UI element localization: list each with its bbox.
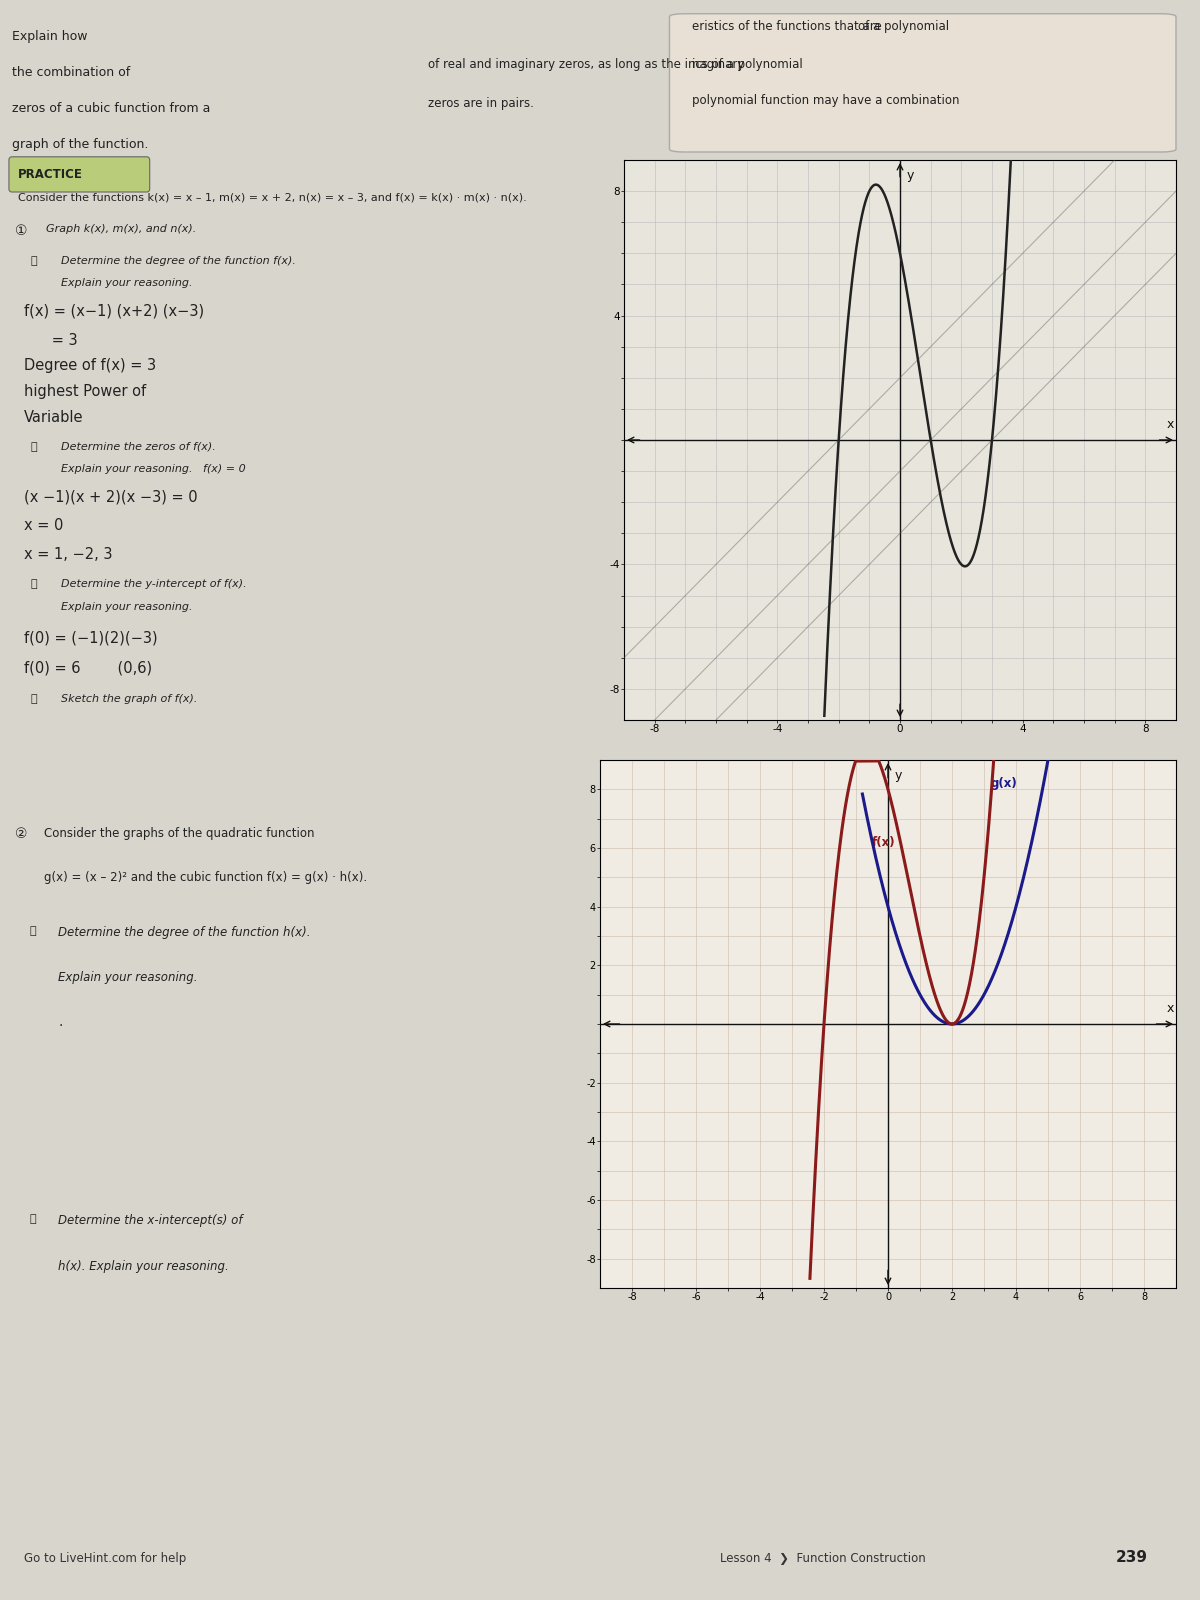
- Text: x: x: [1166, 1002, 1174, 1016]
- Text: of real and imaginary zeros, as long as the imaginary: of real and imaginary zeros, as long as …: [427, 59, 744, 72]
- Text: PRACTICE: PRACTICE: [18, 168, 83, 181]
- Text: zeros of a cubic function from a: zeros of a cubic function from a: [12, 101, 210, 115]
- Text: Explain your reasoning.: Explain your reasoning.: [61, 278, 192, 288]
- FancyBboxPatch shape: [670, 14, 1176, 152]
- Text: x = 0: x = 0: [24, 518, 64, 533]
- Text: ics of a polynomial: ics of a polynomial: [692, 59, 803, 72]
- Text: Lesson 4  ❯  Function Construction: Lesson 4 ❯ Function Construction: [720, 1552, 925, 1565]
- Text: eristics of the functions that are: eristics of the functions that are: [692, 19, 882, 32]
- Text: Explain how: Explain how: [12, 29, 88, 43]
- Text: Consider the graphs of the quadratic function: Consider the graphs of the quadratic fun…: [43, 827, 314, 840]
- Text: Variable: Variable: [24, 410, 84, 424]
- Text: = 3: = 3: [24, 333, 78, 347]
- Text: f(x) = (x−1) (x+2) (x−3): f(x) = (x−1) (x+2) (x−3): [24, 304, 204, 318]
- Text: x = 1, −2, 3: x = 1, −2, 3: [24, 547, 113, 562]
- Text: Go to LiveHint.com for help: Go to LiveHint.com for help: [24, 1552, 186, 1565]
- Text: f(0) = 6        (0,6): f(0) = 6 (0,6): [24, 661, 152, 675]
- Text: ⓑ: ⓑ: [29, 1213, 36, 1224]
- Text: Determine the y-intercept of f(x).: Determine the y-intercept of f(x).: [61, 579, 246, 589]
- Text: Determine the degree of the function h(x).: Determine the degree of the function h(x…: [58, 926, 311, 939]
- Text: highest Power of: highest Power of: [24, 384, 146, 398]
- Text: 239: 239: [1116, 1550, 1148, 1565]
- Text: f(x): f(x): [872, 835, 895, 848]
- Text: graph of the function.: graph of the function.: [12, 138, 149, 150]
- Text: y: y: [894, 770, 901, 782]
- FancyBboxPatch shape: [8, 157, 150, 192]
- Text: ②: ②: [14, 827, 28, 842]
- Text: ⓒ: ⓒ: [30, 442, 37, 451]
- Text: y: y: [906, 170, 913, 182]
- Text: the combination of: the combination of: [12, 66, 131, 78]
- Text: Degree of f(x) = 3: Degree of f(x) = 3: [24, 358, 156, 373]
- Text: Determine the degree of the function f(x).: Determine the degree of the function f(x…: [61, 256, 296, 266]
- Text: f(0) = (−1)(2)(−3): f(0) = (−1)(2)(−3): [24, 630, 158, 645]
- Text: of a polynomial: of a polynomial: [858, 19, 949, 32]
- Text: Explain your reasoning.: Explain your reasoning.: [58, 971, 198, 984]
- Text: zeros are in pairs.: zeros are in pairs.: [427, 98, 534, 110]
- Text: Explain your reasoning.   f(x) = 0: Explain your reasoning. f(x) = 0: [61, 464, 246, 474]
- Text: x: x: [1166, 418, 1174, 430]
- Text: g(x): g(x): [990, 778, 1018, 790]
- Text: .: .: [58, 1014, 62, 1029]
- Text: (x −1)(x + 2)(x −3) = 0: (x −1)(x + 2)(x −3) = 0: [24, 490, 198, 504]
- Text: Consider the functions k(x) = x – 1, m(x) = x + 2, n(x) = x – 3, and f(x) = k(x): Consider the functions k(x) = x – 1, m(x…: [18, 192, 527, 202]
- Text: ⓓ: ⓓ: [30, 579, 37, 589]
- Text: ①: ①: [16, 224, 28, 238]
- Text: ⓐ: ⓐ: [29, 926, 36, 936]
- Text: Sketch the graph of f(x).: Sketch the graph of f(x).: [61, 694, 197, 704]
- Text: Graph k(x), m(x), and n(x).: Graph k(x), m(x), and n(x).: [46, 224, 196, 234]
- Text: Determine the x-intercept(s) of: Determine the x-intercept(s) of: [58, 1213, 242, 1227]
- Text: Explain your reasoning.: Explain your reasoning.: [61, 602, 192, 611]
- Text: ⓑ: ⓑ: [30, 256, 37, 266]
- Text: ⓔ: ⓔ: [30, 694, 37, 704]
- Text: g(x) = (x – 2)² and the cubic function f(x) = g(x) · h(x).: g(x) = (x – 2)² and the cubic function f…: [43, 870, 367, 885]
- Text: Determine the zeros of f(x).: Determine the zeros of f(x).: [61, 442, 216, 451]
- Text: h(x). Explain your reasoning.: h(x). Explain your reasoning.: [58, 1259, 229, 1274]
- Text: polynomial function may have a combination: polynomial function may have a combinati…: [692, 94, 960, 107]
